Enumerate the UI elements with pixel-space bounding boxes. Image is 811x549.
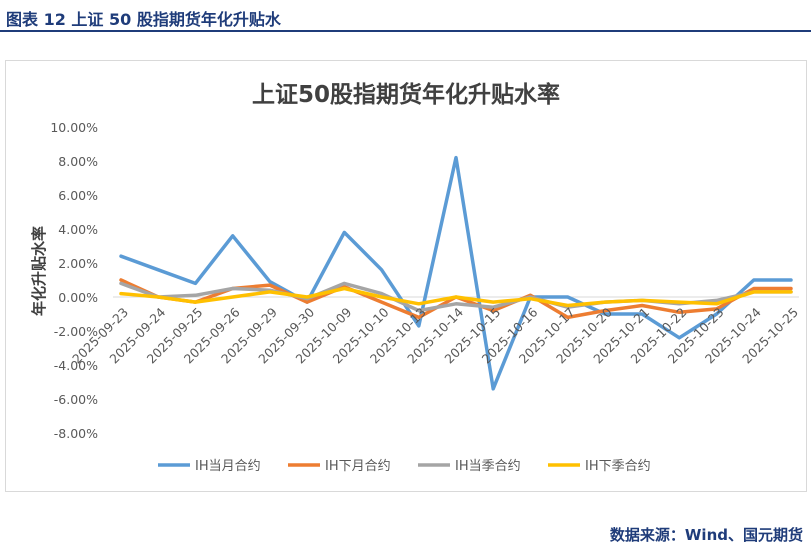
chart-frame: 上证50股指期货年化升贴水率 年化升贴水率 10.00% 8.00% 6.00% 4.… (5, 60, 807, 492)
legend-label: IH下季合约 (585, 459, 651, 474)
legend-label: IH下月合约 (325, 459, 391, 474)
y-tick-label: 2.00% (58, 256, 98, 271)
legend-item: IH当季合约 (418, 459, 521, 474)
caption-rule (0, 30, 811, 32)
legend-item: IH当月合约 (158, 459, 261, 474)
data-source-note: 数据来源：Wind、国元期货 (609, 526, 803, 544)
chart-title: 上证50股指期货年化升贴水率 (252, 81, 560, 108)
legend-item: IH下月合约 (288, 459, 391, 474)
legend-label: IH当月合约 (195, 459, 261, 474)
series-line-4 (119, 286, 793, 308)
y-ticks: 10.00% 8.00% 6.00% 4.00% 2.00% 0.00% -2.00% -4.… (50, 120, 98, 441)
y-tick-label: 4.00% (58, 222, 98, 237)
y-tick-label: 6.00% (58, 188, 98, 203)
legend: IH当月合约 IH下月合约 IH当季合约 IH下季合约 (158, 459, 651, 474)
y-tick-label: 8.00% (58, 154, 98, 169)
y-tick-label: -4.00% (54, 358, 98, 373)
figure-caption: 图表 12 上证 50 股指期货年化升贴水 (6, 10, 281, 29)
y-tick-label: -6.00% (54, 392, 98, 407)
line-chart: 上证50股指期货年化升贴水率 年化升贴水率 10.00% 8.00% 6.00% 4.… (30, 81, 801, 474)
y-tick-label: 0.00% (58, 290, 98, 305)
y-axis-label: 年化升贴水率 (30, 226, 48, 316)
y-tick-label: -2.00% (54, 324, 98, 339)
legend-label: IH当季合约 (455, 459, 521, 474)
x-ticks: 2025-09-232025-09-242025-09-252025-09-26… (69, 304, 801, 366)
series-lines (119, 155, 793, 391)
legend-item: IH下季合约 (548, 459, 651, 474)
series-line-1 (119, 155, 793, 391)
y-tick-label: -8.00% (54, 426, 98, 441)
y-tick-label: 10.00% (50, 120, 98, 135)
